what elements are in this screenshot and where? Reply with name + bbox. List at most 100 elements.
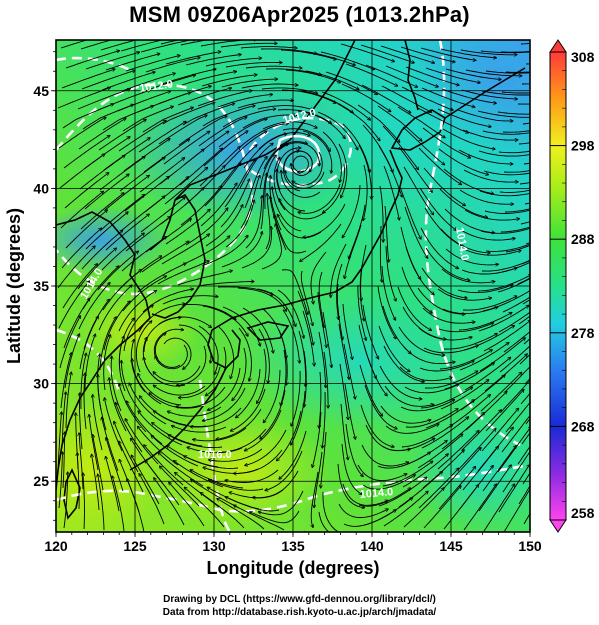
streamline (341, 443, 362, 494)
streamline (225, 200, 254, 248)
streamline (292, 151, 323, 186)
streamline (520, 392, 530, 405)
streamline (164, 168, 207, 205)
streamline (505, 244, 530, 253)
streamline (310, 251, 327, 304)
streamline (222, 306, 260, 346)
streamline (178, 324, 211, 363)
streamline (420, 387, 472, 409)
streamline (98, 474, 105, 531)
streamline (401, 425, 453, 448)
streamline (65, 51, 119, 69)
streamline (379, 365, 422, 399)
streamline (445, 395, 490, 430)
streamline (125, 217, 170, 252)
streamline (169, 482, 205, 527)
streamline (403, 346, 455, 364)
streamline (118, 291, 156, 332)
streamline (498, 150, 530, 154)
coastline-shikoku (246, 321, 290, 341)
streamline (153, 329, 183, 365)
streamline (300, 50, 355, 65)
streamline (381, 85, 432, 112)
contour-line (56, 328, 122, 396)
streamline (359, 264, 364, 321)
streamline (358, 488, 411, 507)
streamline (197, 282, 254, 287)
x-axis-label: Longitude (degrees) (206, 558, 379, 578)
streamline (422, 450, 464, 489)
streamline (205, 58, 261, 67)
streamline (422, 127, 470, 158)
streamline (63, 298, 90, 349)
streamline (380, 45, 434, 63)
streamline (480, 227, 530, 234)
streamline (325, 71, 377, 94)
streamline (463, 326, 514, 351)
streamline (127, 479, 145, 532)
streamline (226, 497, 280, 512)
colorbar-low-triangle (549, 519, 567, 533)
streamline (237, 287, 286, 311)
colorbar-tick-label: 298 (571, 138, 595, 154)
streamline (58, 118, 106, 149)
streamline (437, 288, 491, 301)
weather-map-figure: 1012.0 1012.0 1014.0 1014.0 1016.0 1014.… (4, 39, 595, 578)
streamline (221, 79, 277, 88)
streamline (203, 387, 246, 421)
streamline (440, 380, 489, 410)
streamline (138, 122, 186, 153)
streamline (405, 66, 459, 85)
streamline (345, 224, 362, 278)
streamline (318, 271, 324, 327)
streamline (438, 148, 488, 175)
streamline (360, 44, 414, 63)
streamline (425, 67, 480, 83)
streamline (220, 43, 277, 48)
streamline (484, 209, 530, 214)
streamline (399, 186, 421, 239)
streamline (463, 169, 518, 182)
streamline (129, 383, 167, 425)
colorbar-gradient (549, 51, 567, 521)
streamline (441, 268, 495, 283)
streamline (383, 491, 428, 527)
streamline (151, 436, 199, 467)
streamline (121, 237, 166, 272)
streamline (101, 233, 144, 271)
streamline (162, 296, 218, 305)
streamline (478, 465, 511, 512)
streamline (482, 290, 530, 312)
streamline (98, 375, 107, 431)
streamline (478, 306, 529, 332)
streamline (503, 331, 530, 353)
streamline (385, 245, 396, 301)
streamline (85, 52, 139, 70)
streamline (141, 75, 195, 93)
streamline (119, 441, 144, 493)
streamline (143, 317, 181, 353)
streamline (185, 55, 241, 66)
streamline (140, 197, 185, 233)
streamline (401, 266, 432, 313)
streamline (65, 210, 107, 249)
streamline (377, 285, 396, 339)
streamline (172, 426, 227, 433)
streamline (265, 68, 321, 75)
streamline (106, 438, 124, 492)
streamline (59, 316, 80, 369)
streamline (419, 187, 456, 230)
streamline (222, 109, 276, 128)
streamline (245, 65, 302, 68)
streamline (321, 91, 370, 120)
streamline (168, 406, 222, 417)
streamline (336, 283, 342, 340)
x-tick-label: 135 (281, 538, 305, 554)
contour-line (424, 40, 521, 447)
y-tick-label: 30 (33, 376, 49, 392)
streamline (502, 130, 530, 133)
streamline (260, 173, 267, 230)
streamline (157, 86, 211, 105)
streamline (106, 457, 120, 512)
streamline (442, 448, 481, 490)
